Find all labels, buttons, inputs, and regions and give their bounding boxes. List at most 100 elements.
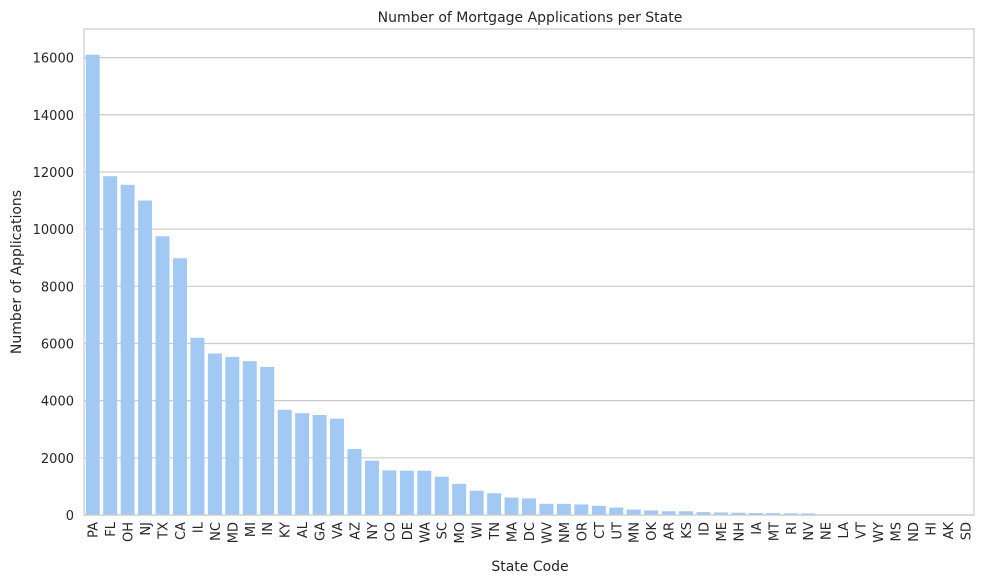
bar-va <box>330 418 345 515</box>
x-tick-label: RI <box>785 522 800 535</box>
bar-ri <box>783 513 798 515</box>
bar-ks <box>679 511 694 515</box>
bar-ma <box>504 497 519 515</box>
y-tick-labels: 0 2000 4000 6000 8000 10000 12000 14000 16000 <box>33 52 74 524</box>
x-tick-label: AR <box>663 522 678 540</box>
x-tick-label: TN <box>488 522 503 541</box>
x-tick-label: MN <box>628 522 643 543</box>
x-tick-label: GA <box>314 522 329 541</box>
bar-mt <box>766 513 781 515</box>
bar-dc <box>522 498 536 515</box>
bar-sc <box>434 476 449 515</box>
bar-ut <box>609 507 624 515</box>
bar-ct <box>591 505 606 515</box>
x-tick-label: WA <box>418 522 433 543</box>
bar-nc <box>207 353 222 515</box>
bar-mn <box>626 509 641 515</box>
bar-il <box>190 337 205 515</box>
x-tick-label: CA <box>174 522 189 540</box>
bar-ar <box>661 511 676 515</box>
x-tick-label: FL <box>104 521 119 536</box>
x-tick-label: ID <box>698 522 713 536</box>
bar-pa <box>85 54 100 516</box>
x-tick-label: MS <box>889 522 904 541</box>
bar-al <box>295 413 310 515</box>
x-tick-label: MD <box>226 522 241 543</box>
x-tick-label: NY <box>366 522 381 540</box>
y-tick-label: 4000 <box>41 395 74 410</box>
bar-nj <box>138 200 153 515</box>
y-tick-label: 14000 <box>33 109 74 124</box>
bar-or <box>574 504 589 515</box>
y-axis-label: Number of Applications <box>9 190 25 354</box>
y-tick-label: 8000 <box>41 280 74 295</box>
x-tick-label: NM <box>558 522 573 543</box>
x-tick-label: KY <box>279 522 294 538</box>
x-tick-label: VA <box>331 522 346 539</box>
x-tick-label: OR <box>575 522 590 541</box>
x-tick-labels: PA FL OH NJ TX CA IL NC MD MI IN KY AL GA VA AZ NY CO DE WA… <box>87 521 975 544</box>
x-tick-label: HI <box>924 522 939 536</box>
bar-ny <box>364 460 379 515</box>
x-tick-label: WI <box>471 522 486 539</box>
x-tick-label: LA <box>837 522 852 539</box>
bar-me <box>713 512 728 515</box>
x-tick-label: SD <box>959 522 974 540</box>
x-tick-label: MO <box>453 522 468 543</box>
x-tick-label: IL <box>191 521 206 533</box>
x-tick-label: WY <box>872 522 887 543</box>
y-tick-label: 6000 <box>41 337 74 352</box>
bar-ok <box>644 510 659 515</box>
x-tick-label: CO <box>383 522 398 541</box>
bar-wi <box>469 490 484 515</box>
y-tick-label: 2000 <box>41 452 74 467</box>
x-tick-label: DC <box>523 522 538 541</box>
y-tick-label: 12000 <box>33 166 74 181</box>
bar-fl <box>103 176 118 515</box>
bar-nh <box>731 512 746 515</box>
bar-wa <box>417 470 432 515</box>
y-tick-label: 0 <box>66 509 74 524</box>
bar-md <box>225 356 240 515</box>
x-tick-label: IA <box>750 522 765 535</box>
x-tick-label: MT <box>767 522 782 541</box>
x-tick-label: OH <box>122 522 137 542</box>
x-tick-label: CT <box>593 522 608 539</box>
x-tick-label: UT <box>610 522 625 540</box>
bar-ca <box>173 258 187 515</box>
x-tick-label: NV <box>802 522 817 541</box>
x-tick-label: NC <box>209 522 224 541</box>
x-tick-label: KS <box>680 522 695 539</box>
plot-frame <box>83 28 975 516</box>
x-tick-label: NJ <box>139 522 154 536</box>
x-tick-label: ND <box>907 522 922 542</box>
bar-tx <box>155 236 170 515</box>
bar-ia <box>748 512 763 515</box>
bar-co <box>382 470 397 515</box>
x-tick-label: MI <box>244 522 259 537</box>
x-tick-label: ME <box>715 522 730 541</box>
x-tick-label: AZ <box>348 522 363 540</box>
x-tick-label: PA <box>87 522 102 538</box>
bar-ky <box>277 409 292 515</box>
bar-tn <box>487 493 502 515</box>
x-tick-label: MA <box>506 522 521 542</box>
x-tick-label: AK <box>942 522 957 540</box>
y-tick-label: 10000 <box>33 223 74 238</box>
bars <box>85 54 973 516</box>
chart-title: Number of Mortgage Applications per Stat… <box>378 10 683 26</box>
bar-nv <box>801 513 816 515</box>
bar-ga <box>312 414 327 515</box>
bar-de <box>399 470 414 515</box>
x-tick-label: VT <box>855 522 870 539</box>
x-tick-label: NE <box>820 522 835 540</box>
x-tick-label: OK <box>645 522 660 541</box>
bar-az <box>347 448 362 515</box>
bar-oh <box>120 184 135 515</box>
x-tick-label: WV <box>540 522 555 544</box>
x-tick-label: TX <box>157 522 172 540</box>
bar-mi <box>242 361 257 515</box>
bar-mo <box>452 483 467 515</box>
bar-id <box>696 512 711 515</box>
